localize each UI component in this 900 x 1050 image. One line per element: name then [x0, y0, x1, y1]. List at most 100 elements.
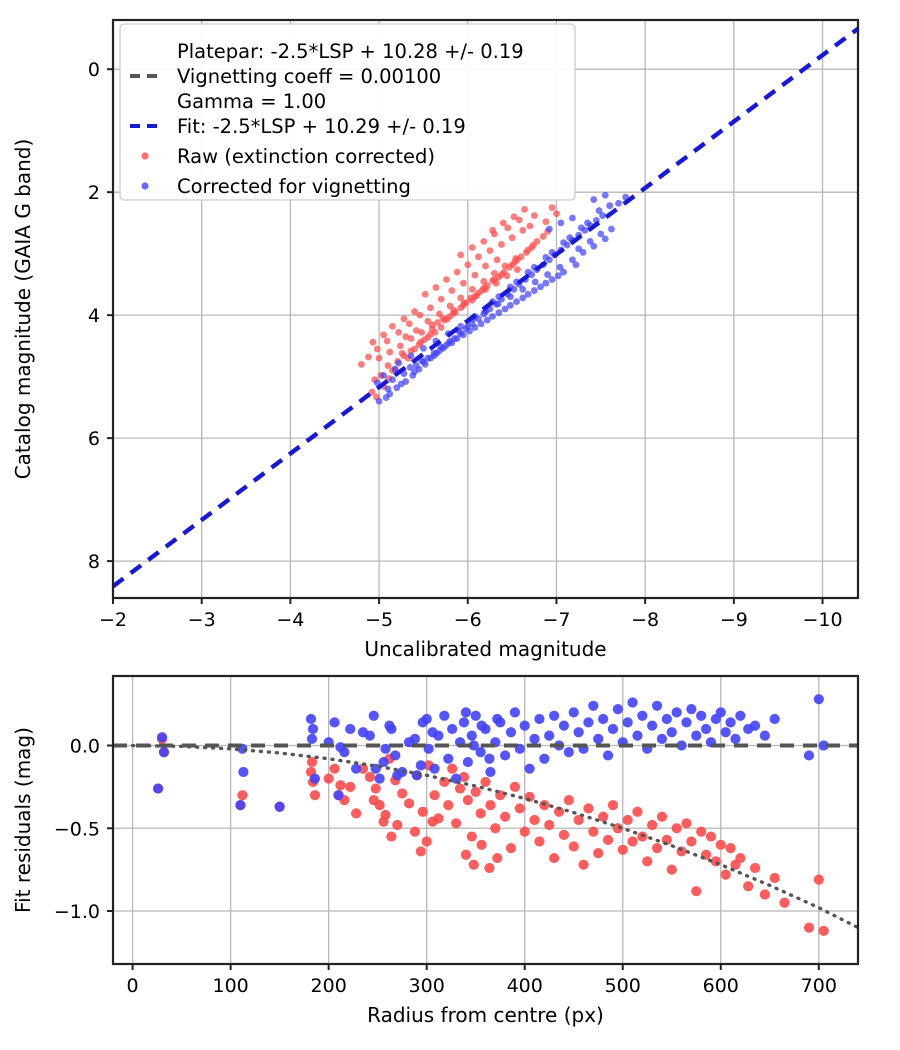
data-point — [480, 237, 488, 245]
data-point — [715, 707, 726, 718]
data-point — [470, 786, 481, 797]
data-point — [375, 397, 383, 405]
data-point — [158, 747, 170, 758]
data-point — [450, 818, 462, 829]
legend-entry-label: Vignetting coeff = 0.00100 — [177, 65, 441, 88]
data-point — [590, 196, 598, 203]
data-point — [386, 723, 397, 735]
data-point — [386, 348, 394, 356]
data-point — [651, 700, 663, 711]
data-point — [725, 717, 736, 728]
data-point — [323, 773, 334, 784]
data-point — [617, 844, 628, 855]
data-point — [622, 717, 633, 728]
data-point — [417, 806, 428, 817]
data-point — [508, 261, 516, 269]
data-point — [500, 811, 511, 822]
data-point — [388, 322, 396, 330]
data-point — [553, 210, 560, 218]
y-axis-label: Fit residuals (mag) — [11, 727, 35, 913]
data-point — [475, 808, 486, 819]
fit-line — [111, 26, 860, 589]
data-point — [357, 360, 365, 368]
data-point — [676, 740, 687, 751]
data-point — [383, 337, 391, 345]
data-point — [578, 859, 589, 870]
data-point — [471, 324, 479, 331]
data-point — [480, 277, 488, 285]
data-point — [548, 204, 556, 211]
data-point — [447, 723, 458, 735]
data-point — [691, 730, 702, 741]
data-point — [514, 803, 525, 814]
data-point — [530, 287, 538, 294]
legend-entry-label: Platepar: -2.5*LSP + 10.28 +/- 0.19 — [177, 40, 524, 63]
data-point — [519, 226, 527, 234]
data-point — [539, 233, 547, 240]
data-point — [439, 314, 447, 322]
data-point — [397, 380, 405, 388]
data-point — [575, 245, 583, 253]
data-point — [382, 394, 390, 401]
legend-entry-label: Gamma = 1.00 — [177, 90, 326, 113]
data-point — [390, 750, 401, 761]
data-point — [459, 331, 467, 339]
x-tick-label: 200 — [311, 975, 347, 997]
data-point — [515, 216, 523, 224]
data-point — [237, 790, 248, 801]
data-point — [375, 354, 383, 362]
data-point — [482, 285, 489, 293]
data-point — [333, 790, 344, 801]
data-point — [514, 266, 521, 274]
data-point — [504, 224, 512, 232]
data-point — [447, 763, 458, 774]
data-point — [378, 756, 389, 768]
legend-entry-label: Corrected for vignetting — [177, 175, 411, 198]
data-point — [460, 707, 471, 718]
data-point — [656, 811, 668, 822]
data-point — [568, 707, 579, 718]
data-point — [519, 720, 530, 731]
data-point — [485, 766, 496, 778]
panel-frame — [111, 674, 860, 966]
data-point — [681, 818, 692, 829]
data-point — [534, 713, 545, 725]
data-point — [482, 262, 489, 270]
data-point — [345, 723, 356, 735]
data-point — [384, 385, 392, 393]
data-point — [583, 803, 594, 814]
data-point — [407, 347, 415, 355]
data-point — [407, 352, 415, 360]
x-tick-label: 700 — [801, 975, 837, 997]
data-point — [458, 717, 470, 728]
data-point — [553, 806, 565, 817]
data-point — [403, 798, 415, 809]
data-point — [475, 747, 486, 758]
vignetting-model-curve — [130, 743, 860, 930]
data-point — [556, 263, 564, 271]
y-tick-label: 0 — [88, 59, 100, 81]
data-point — [558, 720, 570, 731]
data-point — [415, 846, 426, 857]
data-point — [412, 362, 420, 369]
data-point — [749, 720, 761, 731]
data-point — [309, 790, 321, 801]
data-point — [681, 717, 692, 728]
x-tick-label: −2 — [99, 609, 127, 631]
data-point — [365, 353, 372, 361]
data-point — [345, 781, 356, 793]
data-point — [700, 723, 712, 735]
data-point — [495, 309, 503, 317]
data-point — [152, 783, 164, 794]
data-point — [364, 771, 375, 783]
data-point — [510, 213, 518, 221]
data-point — [642, 856, 653, 867]
data-point — [335, 780, 346, 791]
legend-entry-label: Fit: -2.5*LSP + 10.29 +/- 0.19 — [177, 115, 466, 138]
data-point — [368, 795, 379, 806]
data-point — [427, 304, 434, 312]
data-point — [437, 324, 445, 331]
data-point — [637, 710, 648, 721]
x-tick-label: −6 — [454, 609, 482, 631]
